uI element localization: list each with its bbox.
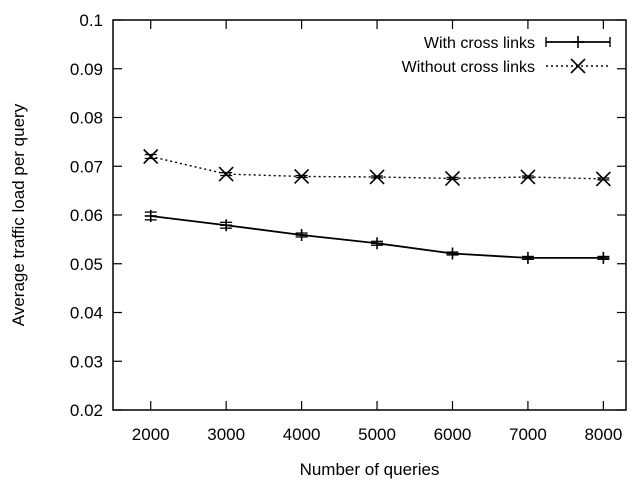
y-tick-label: 0.07 — [70, 157, 103, 176]
x-tick-label: 6000 — [434, 425, 472, 444]
data-point-d2 — [143, 148, 159, 165]
y-tick-label: 0.03 — [70, 352, 103, 371]
data-point-d2 — [595, 171, 611, 187]
data-point-d2 — [444, 170, 461, 187]
x-tick-label: 5000 — [358, 425, 396, 444]
x-tick-label: 3000 — [207, 425, 245, 444]
y-tick-label: 0.04 — [70, 304, 103, 323]
data-point-d2 — [369, 169, 385, 185]
y-tick-label: 0.08 — [70, 109, 103, 128]
y-tick-label: 0.1 — [79, 11, 103, 30]
legend-label: With cross links — [424, 35, 535, 52]
series-line — [150, 215, 604, 259]
x-tick-label: 8000 — [584, 425, 622, 444]
data-point-d2 — [294, 168, 310, 185]
series-without-cross-links — [143, 148, 611, 187]
x-tick-label: 4000 — [283, 425, 321, 444]
series-layer — [143, 148, 611, 264]
series-with-cross-links — [144, 209, 610, 264]
x-axis: 2000 3000 4000 5000 6000 7000 8000 — [132, 20, 622, 444]
y-tick-label: 0.02 — [70, 401, 103, 420]
data-point-d2 — [520, 169, 536, 185]
x-tick-label: 2000 — [132, 425, 170, 444]
y-axis: 0.02 0.03 0.04 0.05 0.06 0.07 0.08 0.09 0.1 — [70, 11, 626, 420]
plot-frame — [112, 19, 627, 411]
y-tick-label: 0.05 — [70, 255, 103, 274]
y-axis-label: Average traffic load per query — [9, 103, 28, 326]
legend-marker-d2 — [570, 58, 586, 74]
x-axis-label: Number of queries — [300, 460, 440, 479]
data-point-d2 — [218, 166, 234, 182]
legend-label: Without cross links — [402, 59, 535, 76]
y-tick-label: 0.09 — [70, 60, 103, 79]
legend: With cross links Without cross links — [402, 35, 611, 76]
y-tick-label: 0.06 — [70, 206, 103, 225]
x-tick-label: 7000 — [509, 425, 547, 444]
